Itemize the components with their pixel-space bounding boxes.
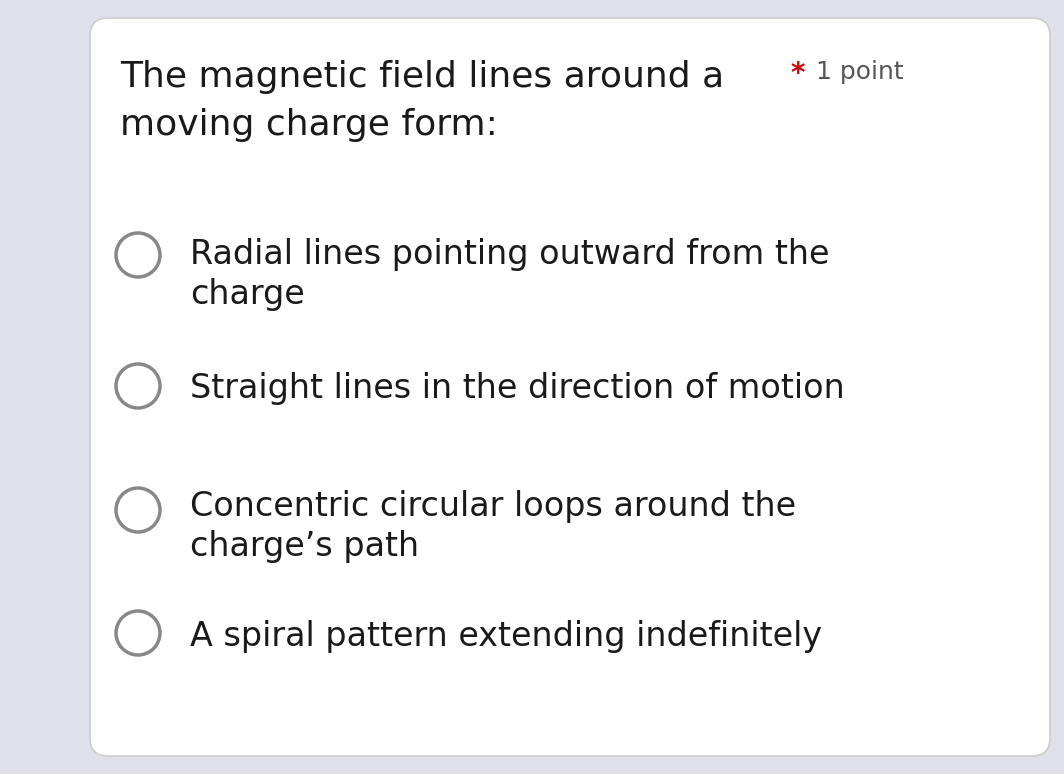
Text: charge: charge — [190, 278, 304, 311]
Text: The magnetic field lines around a: The magnetic field lines around a — [120, 60, 725, 94]
Text: charge’s path: charge’s path — [190, 530, 419, 563]
Circle shape — [116, 364, 160, 408]
Text: A spiral pattern extending indefinitely: A spiral pattern extending indefinitely — [190, 620, 822, 653]
Circle shape — [116, 611, 160, 655]
Circle shape — [116, 488, 160, 532]
Text: 1 point: 1 point — [808, 60, 903, 84]
FancyBboxPatch shape — [90, 18, 1050, 756]
Text: *: * — [789, 60, 804, 88]
Text: Straight lines in the direction of motion: Straight lines in the direction of motio… — [190, 372, 845, 405]
Text: Concentric circular loops around the: Concentric circular loops around the — [190, 490, 796, 523]
Text: moving charge form:: moving charge form: — [120, 108, 498, 142]
Circle shape — [116, 233, 160, 277]
Text: Radial lines pointing outward from the: Radial lines pointing outward from the — [190, 238, 830, 271]
